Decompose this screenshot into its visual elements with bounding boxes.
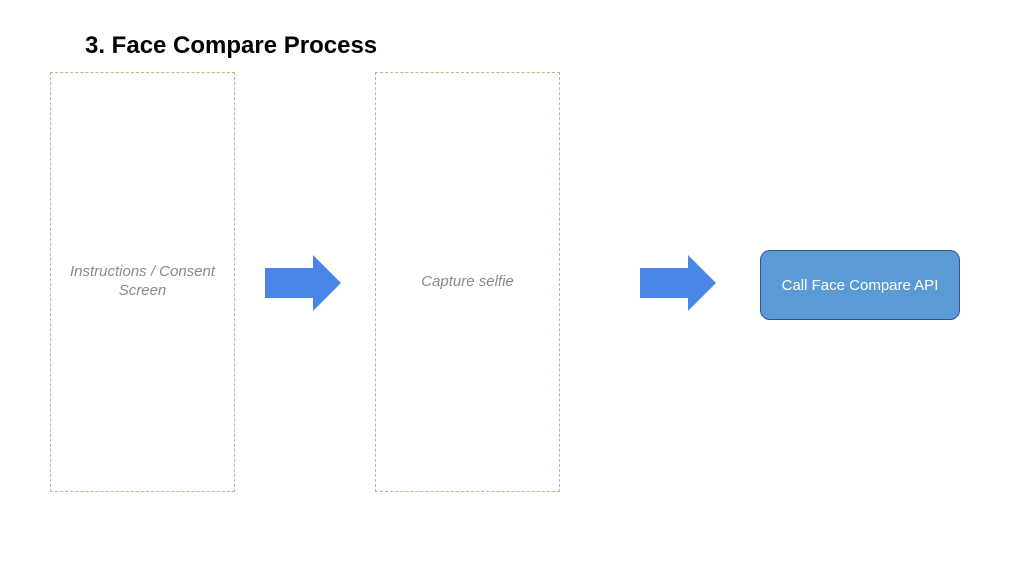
arrow-icon <box>265 255 341 311</box>
call-api-box: Call Face Compare API <box>760 250 960 320</box>
capture-selfie-label: Capture selfie <box>413 273 522 292</box>
instructions-consent-box: Instructions / Consent Screen <box>50 72 235 492</box>
arrow-icon <box>640 255 716 311</box>
diagram-canvas: 3. Face Compare Process Instructions / C… <box>0 0 1024 576</box>
section-title: 3. Face Compare Process <box>85 32 377 60</box>
capture-selfie-box: Capture selfie <box>375 72 560 492</box>
call-api-label: Call Face Compare API <box>782 277 939 294</box>
instructions-consent-label: Instructions / Consent Screen <box>51 263 234 301</box>
